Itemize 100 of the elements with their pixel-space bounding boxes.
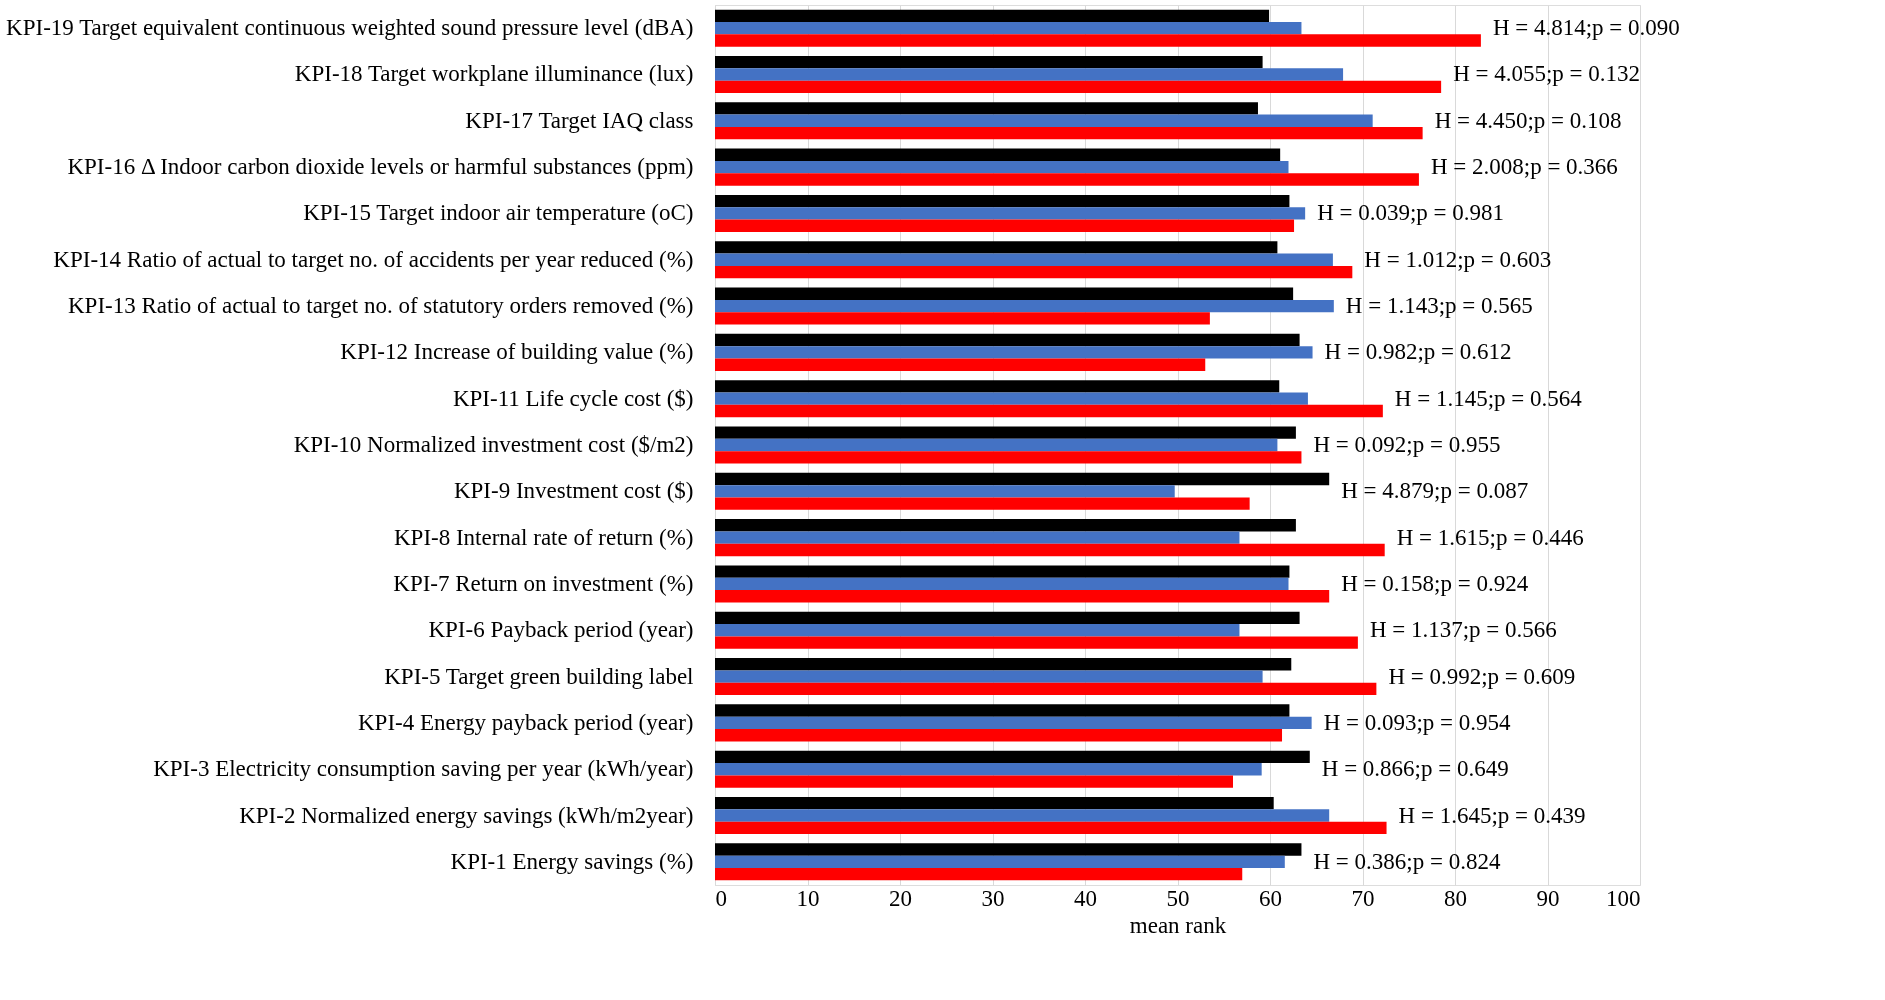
x-tick-label: 20	[889, 885, 912, 911]
bar	[715, 809, 1330, 822]
bar	[715, 173, 1419, 186]
bar	[715, 797, 1274, 810]
bar	[715, 716, 1312, 730]
bar	[715, 333, 1300, 347]
annotation: H = 2.008;p = 0.366	[1430, 154, 1618, 180]
annotation: H = 0.866;p = 0.649	[1321, 756, 1509, 782]
bar	[715, 565, 1290, 578]
bar	[715, 241, 1278, 254]
bar	[715, 855, 1285, 869]
x-tick-label: 30	[981, 885, 1005, 911]
annotation: H = 0.093;p = 0.954	[1323, 709, 1512, 735]
bar	[715, 636, 1358, 649]
bar	[715, 763, 1262, 776]
bar	[715, 114, 1373, 127]
x-tick-label: 80	[1444, 885, 1467, 911]
bar	[715, 21, 1302, 35]
y-tick-label: KPI-15 Target indoor air temperature (oC)	[303, 200, 694, 226]
y-tick-label: KPI-8 Internal rate of return (%)	[393, 524, 694, 550]
annotation: H = 1.645;p = 0.439	[1398, 802, 1586, 828]
y-tick-label: KPI-9 Investment cost ($)	[453, 478, 694, 504]
x-tick-label: 60	[1259, 885, 1282, 911]
y-tick-label: KPI-17 Target IAQ class	[465, 107, 694, 133]
bar	[715, 543, 1385, 557]
y-tick-label: KPI-1 Energy savings (%)	[450, 848, 694, 874]
annotation: H = 1.012;p = 0.603	[1364, 246, 1552, 272]
bar	[715, 55, 1263, 69]
bar	[715, 346, 1313, 359]
x-tick-label: 10	[796, 885, 820, 911]
bar	[715, 868, 1243, 881]
x-tick-label: 50	[1166, 885, 1190, 911]
annotation: H = 4.879;p = 0.087	[1341, 478, 1529, 504]
bar	[715, 426, 1296, 439]
annotation: H = 1.137;p = 0.566	[1369, 617, 1557, 643]
x-tick-label: 0	[715, 885, 727, 911]
bar	[715, 590, 1330, 603]
x-tick-label: 40	[1074, 885, 1097, 911]
bar	[715, 253, 1333, 266]
annotation: H = 4.814;p = 0.090	[1492, 15, 1680, 41]
bar	[715, 34, 1481, 47]
y-tick-label: KPI-18 Target workplane illuminance (lux)	[294, 61, 694, 87]
y-tick-label: KPI-6 Payback period (year)	[428, 617, 694, 643]
bar	[715, 485, 1175, 498]
annotation: H = 4.055;p = 0.132	[1453, 61, 1641, 87]
bar	[715, 287, 1294, 300]
bar	[715, 194, 1290, 208]
bar	[715, 265, 1353, 279]
annotation: H = 4.450;p = 0.108	[1434, 107, 1622, 133]
bar	[715, 775, 1233, 788]
annotation: H = 0.039;p = 0.981	[1317, 200, 1505, 226]
bar	[715, 438, 1278, 452]
bar	[715, 80, 1442, 93]
bar	[715, 658, 1292, 671]
bar	[715, 750, 1310, 764]
bar	[715, 9, 1270, 22]
bar	[715, 624, 1240, 637]
bar	[715, 312, 1210, 325]
bar	[715, 102, 1258, 115]
x-tick-label: 100	[1606, 885, 1641, 911]
annotation: H = 0.158;p = 0.924	[1341, 570, 1529, 596]
y-tick-label: KPI-2 Normalized energy savings (kWh/m2year)	[239, 802, 694, 828]
y-tick-label: KPI-14 Ratio of actual to target no. of accidents per year reduced (%)	[53, 246, 694, 272]
bar	[715, 219, 1295, 232]
bar	[715, 380, 1280, 393]
y-tick-label: KPI-19 Target equivalent continuous weighted sound pressure level (dBA)	[6, 15, 694, 41]
bar	[715, 519, 1296, 532]
bar	[715, 160, 1289, 174]
bar	[715, 682, 1377, 696]
bar	[715, 207, 1306, 220]
annotation: H = 0.992;p = 0.609	[1388, 663, 1576, 689]
annotation: H = 0.092;p = 0.955	[1313, 432, 1501, 457]
bar	[715, 472, 1330, 486]
bar	[715, 126, 1423, 140]
bar	[715, 392, 1308, 405]
annotation: H = 0.386;p = 0.824	[1313, 848, 1501, 874]
x-tick-label: 90	[1536, 885, 1560, 911]
bar	[715, 729, 1283, 742]
bar	[715, 451, 1302, 464]
annotation: H = 1.145;p = 0.564	[1394, 385, 1583, 411]
bar	[715, 148, 1281, 161]
bar	[715, 577, 1289, 591]
x-tick-label: 70	[1351, 885, 1375, 911]
bar	[715, 299, 1334, 313]
bar	[715, 497, 1250, 510]
bar	[715, 843, 1302, 856]
bar	[715, 704, 1290, 717]
y-tick-label: KPI-16 Δ Indoor carbon dioxide levels or harmful substances (ppm)	[67, 154, 694, 180]
y-tick-label: KPI-10 Normalized investment cost ($/m2)	[293, 432, 694, 457]
y-tick-label: KPI-11 Life cycle cost ($)	[452, 385, 694, 411]
bar	[715, 611, 1300, 625]
x-axis-title: mean rank	[1129, 912, 1227, 938]
bar	[715, 68, 1344, 81]
bar	[715, 670, 1263, 683]
y-tick-label: KPI-7 Return on investment (%)	[393, 570, 694, 596]
y-tick-label: KPI-5 Target green building label	[384, 663, 694, 689]
y-tick-label: KPI-13 Ratio of actual to target no. of statutory orders removed (%)	[67, 293, 694, 319]
bar	[715, 404, 1383, 418]
annotation: H = 0.982;p = 0.612	[1324, 339, 1512, 365]
annotation: H = 1.143;p = 0.565	[1345, 293, 1533, 319]
